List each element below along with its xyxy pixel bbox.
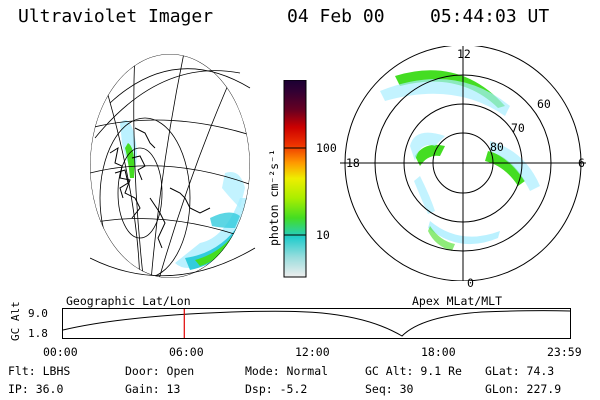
right-panel-caption: Apex MLat/MLT xyxy=(412,294,503,308)
mlt-label-6: 6 xyxy=(578,156,585,170)
time-label: 05:44:03 UT xyxy=(430,6,550,27)
altitude-timeline[interactable] xyxy=(62,308,572,340)
colorbar-unit-label: photon cm⁻²s⁻¹ xyxy=(267,149,281,246)
lat-lon-grid xyxy=(90,54,250,278)
left-panel-caption: Geographic Lat/Lon xyxy=(66,294,191,308)
aurora-emission-left xyxy=(120,120,250,270)
mlt-label-0: 0 xyxy=(467,276,474,290)
mlt-label-12: 12 xyxy=(457,47,471,61)
status-door: Door: Open xyxy=(125,364,195,378)
altitude-curve xyxy=(62,310,571,337)
mlat-label-60: 60 xyxy=(537,97,551,111)
status-glon: GLon: 227.9 xyxy=(485,382,562,396)
timeline-xtick-0000: 00:00 xyxy=(43,345,78,359)
timeline-xtick-1800: 18:00 xyxy=(421,345,456,359)
status-dsp: Dsp: -5.2 xyxy=(245,382,308,396)
polar-mlat-mlt-plot[interactable] xyxy=(340,46,590,281)
status-seq: Seq: 30 xyxy=(365,382,414,396)
timeline-ylabel: GC Alt xyxy=(9,301,22,341)
polar-grid xyxy=(340,46,586,281)
status-ip: IP: 36.0 xyxy=(8,382,64,396)
timeline-xtick-2359: 23:59 xyxy=(547,345,582,359)
timeline-ytick-low: 1.8 xyxy=(28,327,48,340)
colorbar-tick-10: 10 xyxy=(316,228,330,242)
timeline-ytick-high: 9.0 xyxy=(28,307,48,320)
instrument-title: Ultraviolet Imager xyxy=(18,6,214,27)
geographic-aurora-image[interactable] xyxy=(90,48,260,293)
mlat-label-80: 80 xyxy=(490,140,504,154)
status-gain: Gain: 13 xyxy=(125,382,181,396)
mlat-label-70: 70 xyxy=(511,121,525,135)
aurora-emission-right xyxy=(380,70,540,251)
mlt-label-18: 18 xyxy=(346,156,360,170)
date-label: 04 Feb 00 xyxy=(287,6,385,27)
status-glat: GLat: 74.3 xyxy=(485,364,555,378)
colorbar-tick-100: 100 xyxy=(316,141,337,155)
status-gc-alt: GC Alt: 9.1 Re xyxy=(365,364,462,378)
coastlines xyxy=(109,127,211,249)
timeline-xtick-1200: 12:00 xyxy=(295,345,330,359)
status-filter: Flt: LBHS xyxy=(8,364,71,378)
status-mode: Mode: Normal xyxy=(245,364,329,378)
colorbar xyxy=(283,80,307,278)
timeline-xtick-0600: 06:00 xyxy=(169,345,204,359)
